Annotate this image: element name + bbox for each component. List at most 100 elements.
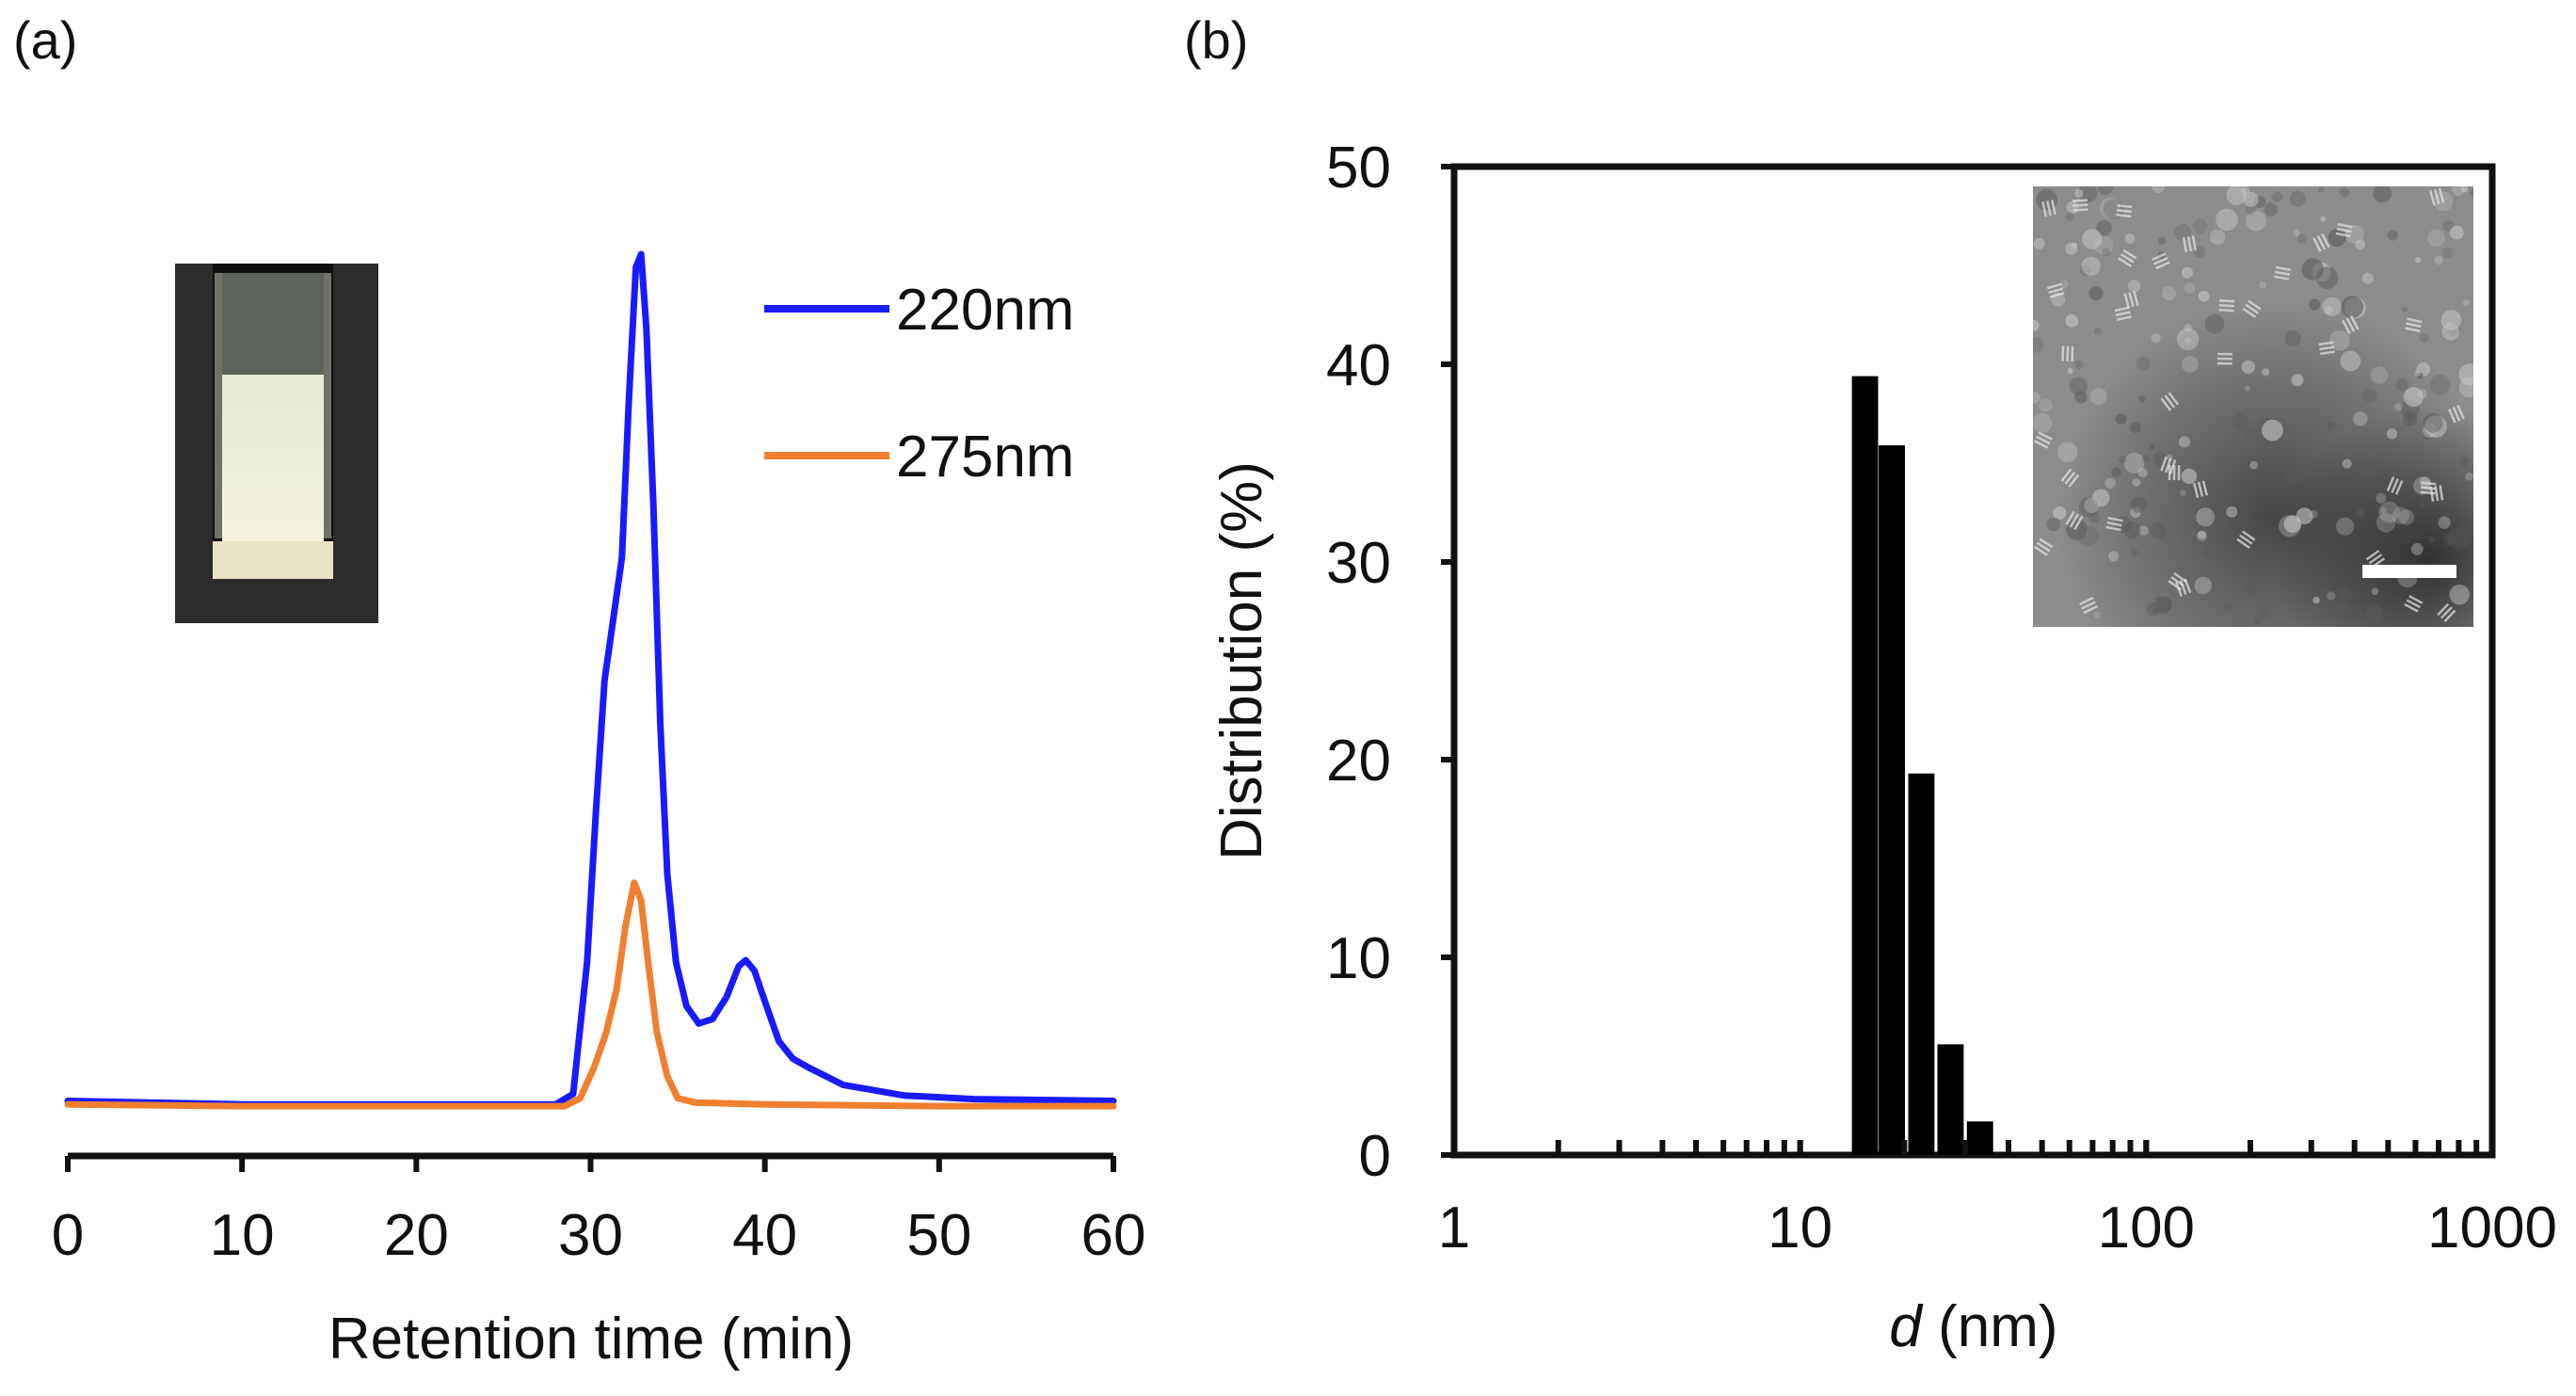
tem-stacked-particle xyxy=(2123,290,2139,309)
panel-a-label: (a) xyxy=(13,10,77,70)
tem-particle xyxy=(2427,229,2445,248)
tem-particle xyxy=(2130,496,2147,513)
legend-label-220nm: 220nm xyxy=(896,278,1075,343)
tem-particle xyxy=(2324,305,2333,314)
tem-particle xyxy=(2370,366,2389,385)
tem-particle xyxy=(2224,602,2233,612)
tem-particle xyxy=(2268,572,2279,583)
tem-particle xyxy=(2204,313,2225,334)
tem-particle xyxy=(2151,333,2161,344)
tem-particle xyxy=(2081,256,2101,276)
bar xyxy=(1937,1044,1964,1155)
tem-particle xyxy=(2245,429,2253,438)
tem-particle xyxy=(2452,186,2465,197)
tem-particle xyxy=(2428,536,2436,543)
tem-stacked-particle xyxy=(2448,404,2465,424)
tem-particle xyxy=(2059,280,2069,289)
tem-particle xyxy=(2161,285,2177,301)
tem-particle xyxy=(2084,497,2100,514)
tem-particle xyxy=(2151,186,2165,194)
panel-b: (b) 1 10 100 1000 0 10 20 30 40 50 Distribution … xyxy=(1184,10,2557,1359)
tem-stacked-particle xyxy=(2114,306,2132,322)
tem-particle xyxy=(2138,525,2149,536)
tem-particle xyxy=(2196,531,2207,542)
tem-particle xyxy=(2258,609,2269,620)
tem-particle xyxy=(2423,412,2443,433)
tem-particle xyxy=(2355,508,2365,519)
tem-particle xyxy=(2418,501,2425,508)
y-tick-label-b: 20 xyxy=(1326,729,1391,794)
tem-particle xyxy=(2241,360,2255,375)
tem-stacked-particle xyxy=(2318,341,2336,356)
tem-particle xyxy=(2253,196,2266,208)
tem-particle xyxy=(2129,422,2141,433)
tem-stacked-particle xyxy=(2160,456,2177,474)
cuvette-photo-inset xyxy=(175,264,378,623)
tem-stacked-particle xyxy=(2274,265,2291,281)
tem-particle xyxy=(2136,356,2151,371)
tem-particle xyxy=(2096,220,2112,236)
tem-particle xyxy=(2069,377,2088,396)
tem-particle xyxy=(2441,247,2454,259)
tem-particle xyxy=(2184,282,2196,294)
tem-stacked-particle xyxy=(2105,516,2123,532)
tem-particle xyxy=(2097,186,2114,195)
x-tick-label-a: 20 xyxy=(384,1203,449,1268)
tem-particle xyxy=(2071,242,2078,249)
tem-particle xyxy=(2039,398,2053,412)
x-tick-label-b: 1 xyxy=(1438,1195,1470,1260)
tem-particle xyxy=(2102,248,2111,256)
tem-particle xyxy=(2366,604,2383,621)
bar xyxy=(1879,445,1905,1156)
tem-particle xyxy=(2130,548,2139,557)
tem-particle xyxy=(2326,421,2336,431)
tem-stacked-particle xyxy=(2065,510,2084,531)
tem-particle xyxy=(2138,395,2146,403)
tem-particle xyxy=(2093,235,2114,255)
tem-particle xyxy=(2328,329,2350,351)
tem-particle xyxy=(2232,413,2249,431)
tem-particle xyxy=(2193,218,2208,233)
tem-particle xyxy=(2184,323,2193,332)
tem-particle xyxy=(2088,286,2104,301)
x-axis-title-b-unit: (nm) xyxy=(1922,1294,2058,1359)
tem-particle xyxy=(2243,191,2259,207)
tem-particle xyxy=(2132,478,2141,487)
tem-particle xyxy=(2088,511,2101,523)
tem-particle xyxy=(2415,257,2422,264)
x-tick-label-b: 100 xyxy=(2098,1195,2195,1260)
panel-b-label: (b) xyxy=(1184,10,1248,70)
tem-particle xyxy=(2053,505,2067,521)
tem-particle xyxy=(2124,233,2136,244)
tem-particle xyxy=(2293,229,2300,236)
tem-particle xyxy=(2226,505,2238,518)
tem-stacked-particle xyxy=(2033,431,2053,449)
tem-particle xyxy=(2395,377,2409,392)
tem-stacked-particle xyxy=(2342,315,2360,335)
tem-particle xyxy=(2078,186,2098,203)
tem-particle xyxy=(2337,602,2354,618)
tem-particle xyxy=(2394,403,2403,411)
tem-particle xyxy=(2216,208,2238,232)
tem-particle xyxy=(2414,370,2421,377)
tem-particle xyxy=(2355,239,2366,250)
tem-particle xyxy=(2065,212,2074,221)
tem-particle xyxy=(2318,186,2325,193)
tem-particle xyxy=(2376,492,2387,504)
tem-particle xyxy=(2241,186,2250,195)
tem-stacked-particle xyxy=(2420,481,2437,495)
x-tick-label-a: 40 xyxy=(732,1203,797,1268)
tem-stacked-particle xyxy=(2218,298,2235,313)
tem-particle xyxy=(2438,516,2451,529)
tem-particle xyxy=(2386,428,2398,440)
tem-particle xyxy=(2441,322,2460,341)
tem-particle xyxy=(2271,191,2283,203)
x-tick-label-b: 1000 xyxy=(2427,1195,2557,1260)
tem-particle xyxy=(2184,337,2192,345)
tem-particle xyxy=(2296,233,2308,245)
tem-stacked-particle xyxy=(2236,530,2256,549)
tem-micrograph-inset xyxy=(2033,186,2473,627)
tem-stacked-particle xyxy=(2312,233,2330,252)
legend-a[interactable]: 220nm 275nm xyxy=(764,278,1075,489)
